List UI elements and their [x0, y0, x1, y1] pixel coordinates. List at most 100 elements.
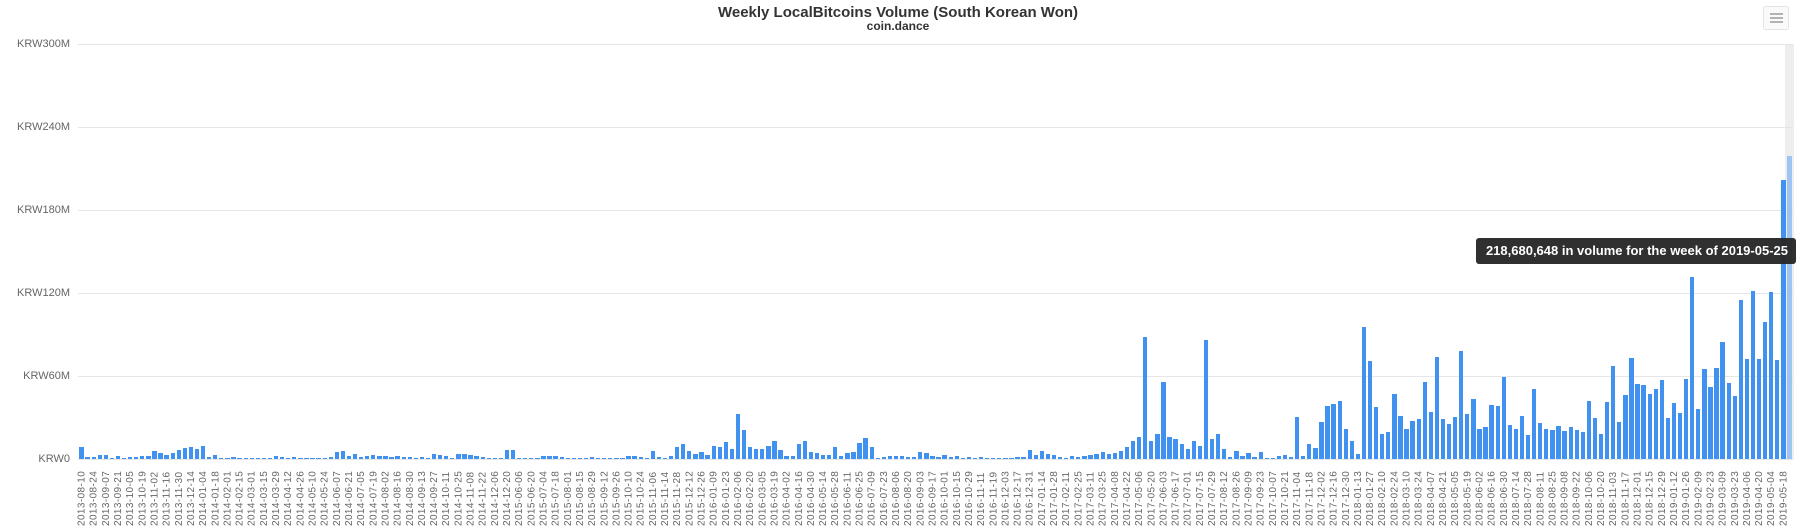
bar[interactable] [517, 458, 522, 459]
bar[interactable] [972, 457, 978, 459]
bar[interactable] [1641, 385, 1646, 459]
bar[interactable] [1331, 404, 1336, 459]
bar[interactable] [1149, 440, 1154, 459]
bar[interactable] [255, 458, 260, 459]
bar[interactable] [207, 457, 212, 459]
bar[interactable] [1258, 452, 1263, 459]
bar[interactable] [638, 457, 643, 459]
bar[interactable] [626, 455, 631, 459]
bar[interactable] [1434, 357, 1440, 459]
bar[interactable] [1580, 432, 1585, 459]
bar[interactable] [468, 454, 473, 459]
bar[interactable] [644, 457, 649, 459]
bar[interactable] [1507, 424, 1513, 459]
bar[interactable] [881, 457, 886, 459]
bar[interactable] [273, 456, 279, 459]
bar[interactable] [1185, 449, 1190, 459]
bar[interactable] [1665, 418, 1671, 459]
bar[interactable] [668, 456, 674, 459]
bar[interactable] [413, 457, 418, 459]
bar[interactable] [322, 457, 327, 459]
bar[interactable] [425, 457, 431, 459]
bar[interactable] [1361, 326, 1367, 459]
bar[interactable] [1082, 455, 1087, 459]
bar[interactable] [213, 454, 218, 459]
bar[interactable] [833, 447, 838, 459]
bar[interactable] [1215, 434, 1221, 459]
bar[interactable] [1446, 424, 1452, 459]
bar[interactable] [158, 452, 163, 459]
bar[interactable] [1635, 384, 1640, 459]
bar[interactable] [462, 454, 467, 459]
bar[interactable] [1702, 369, 1707, 459]
bar[interactable] [1671, 403, 1677, 459]
bar[interactable] [808, 452, 814, 459]
bar[interactable] [577, 458, 583, 459]
bar[interactable] [1234, 450, 1239, 459]
bar[interactable] [875, 458, 880, 459]
bar[interactable] [480, 457, 485, 459]
bar[interactable] [1726, 383, 1731, 459]
bar[interactable] [656, 456, 662, 459]
bar[interactable] [1009, 457, 1014, 459]
bar[interactable] [705, 454, 710, 459]
bar[interactable] [1440, 419, 1446, 459]
bar[interactable] [1781, 180, 1786, 459]
bar[interactable] [1161, 381, 1166, 459]
bar[interactable] [772, 440, 777, 459]
bar[interactable] [249, 458, 254, 459]
bar[interactable] [1647, 393, 1652, 459]
bar[interactable] [383, 456, 388, 459]
bar[interactable] [365, 455, 370, 459]
bar[interactable] [1191, 440, 1196, 459]
bar[interactable] [717, 447, 722, 459]
bar[interactable] [371, 454, 376, 459]
bar[interactable] [377, 456, 382, 459]
bar[interactable] [796, 444, 801, 459]
bar[interactable] [419, 457, 425, 459]
bar[interactable] [1094, 453, 1099, 459]
bar[interactable] [1550, 429, 1555, 459]
bar[interactable] [1775, 360, 1780, 459]
bar[interactable] [1319, 422, 1324, 459]
bar[interactable] [1045, 454, 1051, 459]
bar[interactable] [790, 456, 795, 459]
bar[interactable] [1033, 454, 1038, 459]
bar[interactable] [1738, 300, 1743, 459]
bar[interactable] [1003, 458, 1008, 459]
bar[interactable] [492, 458, 497, 459]
bar[interactable] [711, 445, 716, 459]
bar[interactable] [547, 455, 552, 459]
bar[interactable] [1228, 457, 1233, 459]
bar[interactable] [194, 448, 200, 459]
bar[interactable] [924, 453, 929, 459]
bar[interactable] [1544, 428, 1549, 459]
bar[interactable] [395, 456, 400, 459]
bar[interactable] [1167, 437, 1172, 459]
bar[interactable] [1696, 408, 1701, 459]
bar[interactable] [948, 456, 953, 459]
bar[interactable] [802, 440, 807, 459]
bar[interactable] [1288, 457, 1294, 459]
bar[interactable] [1276, 455, 1282, 459]
bar[interactable] [200, 445, 206, 459]
bar[interactable] [1562, 430, 1567, 459]
bar[interactable] [906, 456, 911, 459]
bar[interactable] [1100, 452, 1105, 459]
bar[interactable] [225, 458, 230, 459]
bar[interactable] [1714, 367, 1719, 459]
bar[interactable] [1118, 450, 1124, 459]
bar[interactable] [632, 455, 637, 459]
bar[interactable] [1337, 400, 1342, 459]
bar[interactable] [358, 456, 364, 459]
bar[interactable] [699, 452, 704, 459]
bar[interactable] [1209, 439, 1215, 459]
bar[interactable] [991, 457, 996, 459]
bar[interactable] [839, 455, 844, 459]
bar[interactable] [1051, 454, 1057, 459]
bar[interactable] [729, 449, 735, 459]
bar[interactable] [1203, 339, 1209, 459]
bar[interactable] [1623, 395, 1628, 459]
bar[interactable] [1690, 276, 1695, 459]
bar[interactable] [1422, 382, 1427, 459]
